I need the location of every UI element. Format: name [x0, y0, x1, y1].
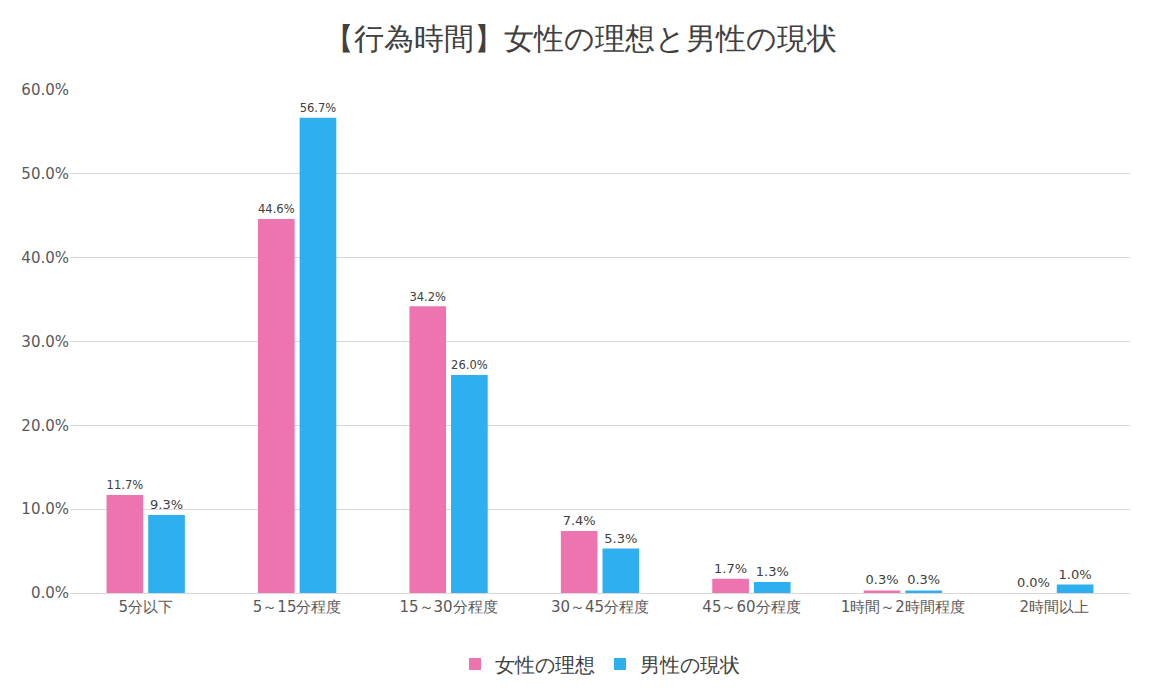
svg-text:0.0%: 0.0% — [1017, 575, 1050, 590]
svg-text:【行為時間】女性の理想と男性の現状: 【行為時間】女性の理想と男性の現状 — [324, 21, 837, 56]
svg-text:1.3%: 1.3% — [756, 564, 789, 579]
svg-text:40.0%: 40.0% — [21, 249, 69, 267]
svg-text:0.0%: 0.0% — [31, 584, 69, 602]
svg-text:0.3%: 0.3% — [907, 572, 940, 587]
svg-text:44.6%: 44.6% — [258, 202, 295, 216]
svg-text:26.0%: 26.0% — [451, 358, 488, 372]
svg-text:10.0%: 10.0% — [21, 500, 69, 518]
svg-text:20.0%: 20.0% — [21, 417, 69, 435]
svg-text:1.0%: 1.0% — [1059, 567, 1092, 582]
svg-text:5～15分程度: 5～15分程度 — [253, 598, 342, 616]
svg-text:30.0%: 30.0% — [21, 333, 69, 351]
svg-text:5分以下: 5分以下 — [118, 598, 173, 616]
svg-text:女性の理想: 女性の理想 — [495, 653, 595, 677]
svg-text:2時間以上: 2時間以上 — [1020, 598, 1090, 616]
svg-text:11.7%: 11.7% — [107, 478, 144, 492]
svg-text:0.3%: 0.3% — [866, 572, 899, 587]
svg-text:15～30分程度: 15～30分程度 — [399, 598, 497, 616]
svg-text:9.3%: 9.3% — [150, 497, 183, 512]
svg-text:50.0%: 50.0% — [21, 165, 69, 183]
svg-text:56.7%: 56.7% — [300, 101, 337, 115]
svg-text:5.3%: 5.3% — [604, 531, 637, 546]
svg-text:30～45分程度: 30～45分程度 — [551, 598, 649, 616]
svg-text:60.0%: 60.0% — [21, 81, 69, 99]
svg-text:45～60分程度: 45～60分程度 — [702, 598, 800, 616]
svg-text:34.2%: 34.2% — [409, 290, 446, 304]
svg-text:1.7%: 1.7% — [714, 561, 747, 576]
svg-text:7.4%: 7.4% — [563, 513, 596, 528]
svg-text:1時間～2時間程度: 1時間～2時間程度 — [841, 598, 965, 616]
svg-text:男性の現状: 男性の現状 — [640, 653, 740, 677]
